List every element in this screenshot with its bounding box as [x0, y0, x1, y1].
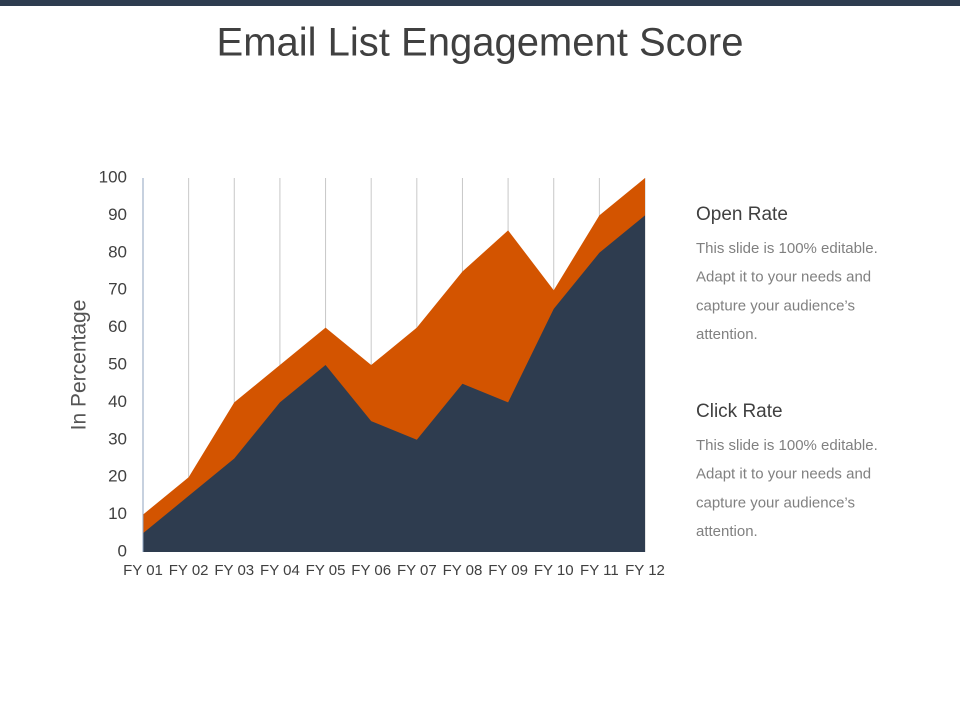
x-tick-label: FY 10 [534, 562, 574, 579]
y-tick-label: 40 [108, 392, 127, 411]
x-tick-label: FY 06 [351, 562, 391, 579]
x-tick-label: FY 07 [397, 562, 437, 579]
x-tick-label: FY 11 [580, 562, 619, 579]
chart-title: Email List Engagement Score [217, 21, 744, 65]
x-tick-label: FY 09 [488, 562, 528, 579]
legend-description: capture your audience’s [696, 494, 855, 511]
legend-description: This slide is 100% editable. [696, 437, 878, 454]
y-tick-label: 50 [108, 354, 127, 373]
y-tick-label: 60 [108, 317, 127, 336]
y-tick-label: 20 [108, 467, 127, 486]
y-tick-label: 0 [118, 541, 127, 560]
y-tick-label: 100 [99, 167, 127, 186]
x-tick-label: FY 05 [306, 562, 346, 579]
x-tick-label: FY 04 [260, 562, 300, 579]
legend-description: Adapt it to your needs and [696, 269, 871, 286]
legend-description: attention. [696, 326, 758, 343]
x-tick-label: FY 03 [214, 562, 254, 579]
y-tick-label: 90 [108, 205, 127, 224]
x-tick-label: FY 01 [123, 562, 163, 579]
area [143, 215, 645, 552]
x-tick-label: FY 12 [625, 562, 665, 579]
y-tick-label: 30 [108, 429, 127, 448]
top-bar [0, 0, 960, 6]
legend-description: capture your audience’s [696, 297, 855, 314]
y-tick-label: 10 [108, 504, 127, 523]
legend-title: Click Rate [696, 401, 783, 422]
y-tick-label: 70 [108, 280, 127, 299]
x-tick-label: FY 08 [443, 562, 483, 579]
legend-title: Open Rate [696, 204, 788, 225]
x-tick-label: FY 02 [169, 562, 209, 579]
legend-description: attention. [696, 523, 758, 540]
y-axis-label: In Percentage [68, 300, 91, 431]
legend-description: This slide is 100% editable. [696, 240, 878, 257]
y-tick-label: 80 [108, 242, 127, 261]
legend-description: Adapt it to your needs and [696, 466, 871, 483]
